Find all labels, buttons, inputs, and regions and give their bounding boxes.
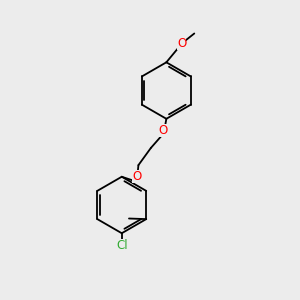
Text: Cl: Cl: [116, 239, 128, 252]
Text: O: O: [132, 170, 141, 183]
Text: O: O: [159, 124, 168, 137]
Text: O: O: [177, 38, 186, 50]
